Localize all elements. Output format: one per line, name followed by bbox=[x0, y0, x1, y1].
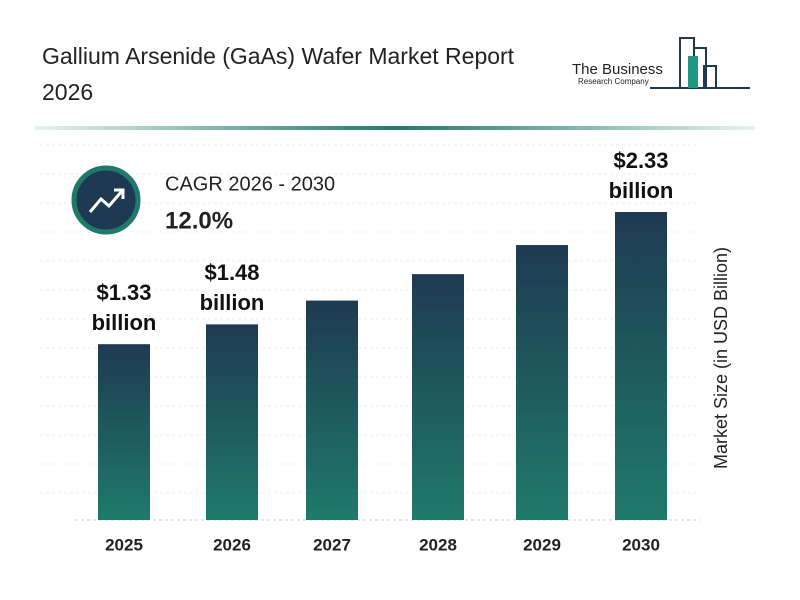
chart-title: Gallium Arsenide (GaAs) Wafer Market Rep… bbox=[42, 43, 515, 105]
x-tick-label: 2026 bbox=[213, 535, 251, 554]
logo bbox=[650, 37, 750, 89]
logo-text: The Business bbox=[572, 61, 663, 78]
bar bbox=[516, 245, 568, 520]
cagr-arrow bbox=[114, 188, 125, 199]
y-axis-label: Market Size (in USD Billion) bbox=[711, 247, 731, 469]
x-tick-label: 2027 bbox=[313, 535, 351, 554]
bar bbox=[412, 274, 464, 520]
x-tick-label: 2030 bbox=[622, 535, 660, 554]
bar bbox=[206, 324, 258, 520]
cagr-icon bbox=[71, 165, 141, 235]
x-tick-label: 2025 bbox=[105, 535, 143, 554]
bar bbox=[306, 300, 358, 520]
value-label: $2.33 billion bbox=[608, 148, 674, 203]
x-tick-label: 2028 bbox=[419, 535, 457, 554]
bar bbox=[615, 212, 667, 520]
value-label: $1.48 billion bbox=[199, 260, 265, 316]
separator bbox=[35, 126, 755, 130]
x-tick-label: 2029 bbox=[523, 535, 561, 554]
logo-subtext: Research Company bbox=[578, 77, 649, 86]
cagr-label: CAGR 2026 - 2030 bbox=[165, 173, 335, 195]
bar bbox=[98, 344, 150, 520]
value-label: $1.33 billion bbox=[91, 280, 157, 336]
cagr-value: 12.0% bbox=[165, 207, 233, 234]
cagr-arrow bbox=[88, 190, 124, 213]
